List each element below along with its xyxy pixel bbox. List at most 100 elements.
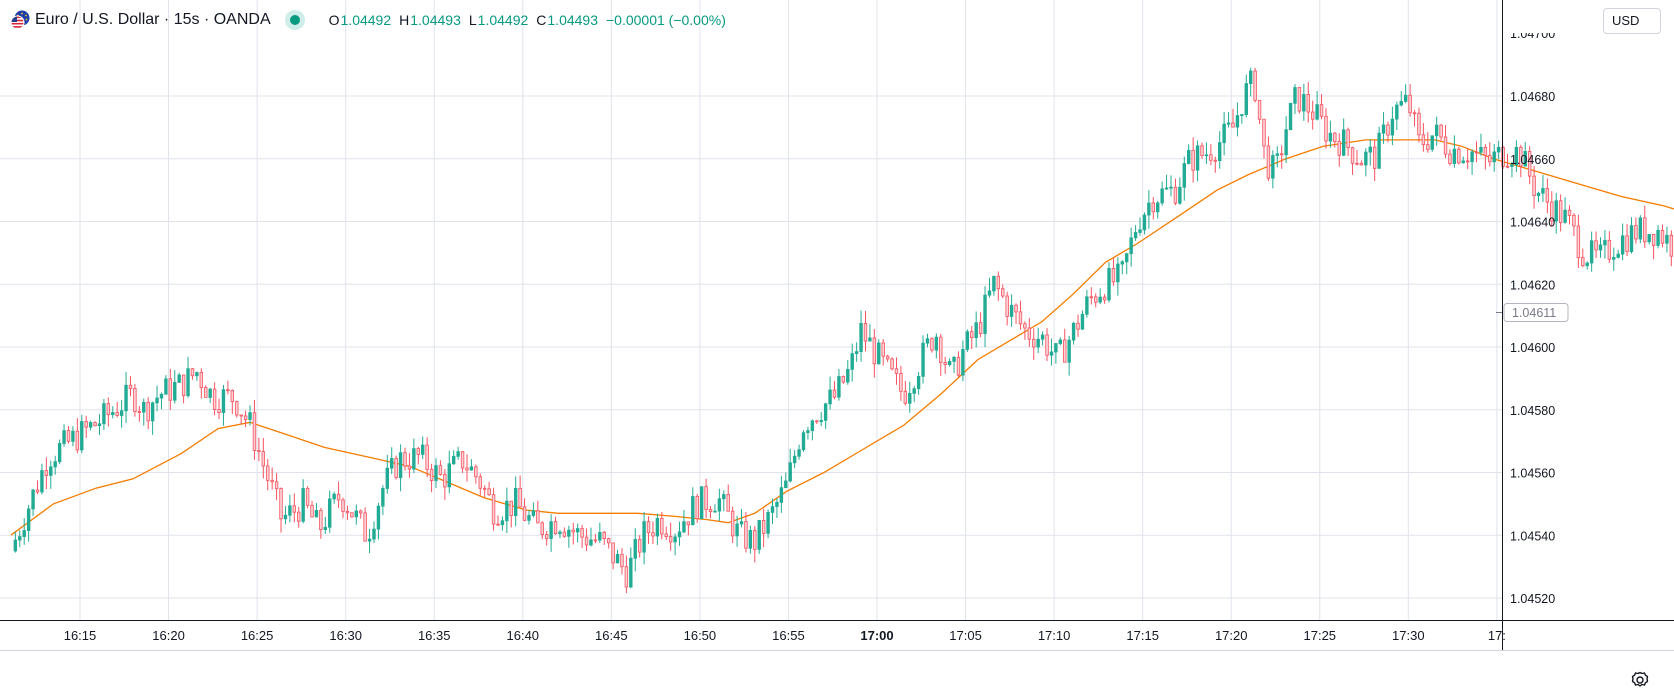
candle-body [416,448,420,455]
candle [885,354,890,362]
candle-body [859,323,863,352]
low-label: L [468,12,477,28]
candle [1049,338,1054,366]
candle-body [894,368,899,374]
price-tick-label: 1.04520 [1510,592,1555,606]
candle [212,382,217,416]
candle-body [226,389,230,392]
candle-body [1218,142,1222,162]
candle [1009,294,1014,327]
candle [390,447,394,475]
candle [186,356,190,398]
candle [102,399,106,430]
candle-body [1390,118,1395,136]
candle-body [1333,132,1337,142]
candle [1567,205,1572,225]
candle [1443,125,1448,159]
candle-body [1594,240,1598,251]
candle [682,509,686,534]
candle [252,400,257,460]
candle-body [190,368,195,377]
candle [1191,137,1195,183]
candle-body [1430,135,1434,150]
candle-body [637,539,642,553]
candle [1501,145,1505,169]
time-tick-label: 16:35 [418,628,451,643]
price-tick-label: 1.04600 [1510,341,1555,355]
candle [1572,213,1576,237]
candle-body [398,452,403,479]
candle-body [1147,202,1151,216]
candle-body [978,322,983,334]
candle-body [1341,129,1346,156]
candle [859,310,863,362]
candle [1001,284,1005,299]
market-open-dot-icon [284,10,305,30]
candle [1133,225,1138,241]
candle-body [270,479,274,483]
candle [204,385,208,398]
candle-body [1581,257,1585,267]
candle-body [872,337,877,365]
time-tick-label: 17:10 [1038,628,1071,643]
candle-body [513,487,518,517]
candle-body [1545,188,1550,203]
candle-body [75,430,80,451]
candle-body [146,401,150,422]
candle-body [1080,313,1085,330]
candle [558,529,562,539]
candle [26,504,31,542]
candle-body [646,521,651,534]
candle [159,392,164,410]
candle-body [40,470,44,493]
candle [1399,91,1403,107]
candle [970,325,974,349]
candle [1426,132,1430,153]
candle-body [482,487,487,490]
candle [1063,328,1067,363]
candle-body [1266,145,1271,179]
candle [1240,114,1244,124]
candle-body [1439,124,1443,138]
candle [921,335,925,384]
candle [930,337,934,353]
candle [155,385,159,412]
candle-body [589,539,593,546]
candle-body [642,521,646,553]
candle-body [598,532,602,541]
candle-body [664,533,668,537]
symbol-title[interactable]: Euro / U.S. Dollar · 15s · OANDA [35,11,271,28]
candle-body [1235,115,1240,128]
candle [323,516,327,534]
candle [695,493,699,523]
high-value: 1.04493 [410,12,461,28]
candle-body [735,523,739,537]
candle [1333,131,1337,148]
currency-button[interactable]: USD [1603,8,1661,34]
candle [1147,190,1151,229]
candle [1523,142,1527,167]
candle-body [584,536,589,546]
candle-body [314,509,319,518]
candle [1125,252,1129,275]
candle [474,464,478,484]
candle [1607,231,1612,263]
candle [863,311,868,352]
candle-body [310,504,314,518]
candle [168,368,173,411]
candle-body [111,412,115,416]
close-value: 1.04493 [547,12,598,28]
candle [544,530,549,546]
candle-body [1089,296,1094,299]
candle [1271,150,1275,189]
candle [372,521,376,544]
candle-body [44,470,49,476]
candle [1660,224,1665,248]
candle [1076,314,1080,337]
candle [633,528,637,572]
candle [983,286,987,348]
gear-icon[interactable] [1628,668,1652,692]
candle-body [1368,146,1372,153]
